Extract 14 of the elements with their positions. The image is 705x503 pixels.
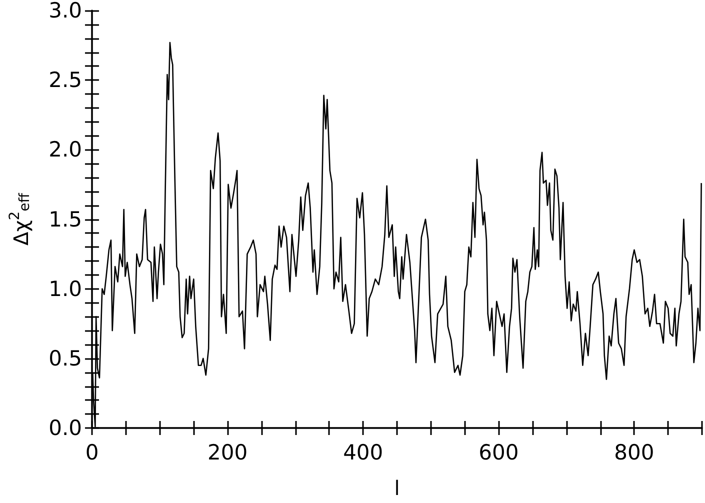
y-tick-label: 2.0 [48, 138, 82, 162]
x-tick-label: 600 [478, 440, 519, 464]
y-axis-title: Δχ2eff [7, 192, 33, 246]
x-tick-label: 200 [208, 440, 248, 464]
y-tick-label: 1.0 [48, 276, 82, 301]
x-tick-label: 400 [343, 440, 384, 464]
y-tick-label: 1.5 [48, 207, 82, 232]
y-tick-label: 0.5 [48, 346, 82, 370]
x-tick-label: 0 [85, 440, 99, 464]
y-tick-label: 3.0 [48, 0, 82, 22]
y-tick-label: 0.0 [48, 416, 82, 440]
y-tick-label: 2.5 [48, 68, 82, 92]
x-axis-title: l [394, 476, 400, 500]
x-tick-label: 800 [614, 440, 654, 464]
